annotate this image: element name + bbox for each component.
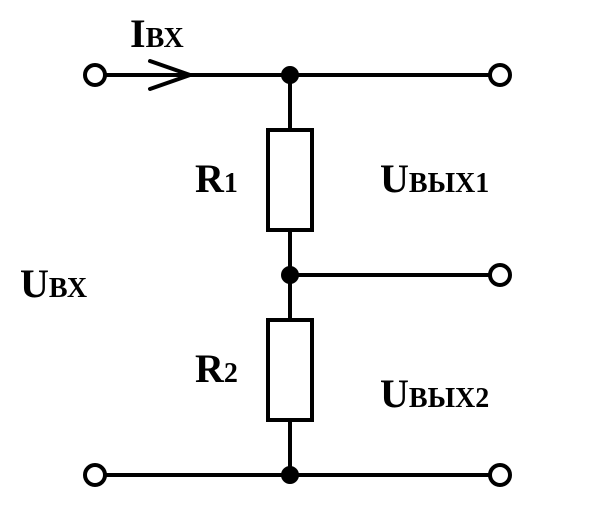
label-i-in: IВХ (130, 10, 184, 57)
label-r1: R1 (195, 155, 238, 202)
label-u-in: UВХ (20, 260, 87, 307)
label-u-out2: UВЫХ2 (380, 370, 489, 417)
label-u-out1: UВЫХ1 (380, 155, 489, 202)
label-r2: R2 (195, 345, 238, 392)
circuit-svg (0, 0, 600, 507)
circuit-diagram: IВХ UВХ R1 R2 UВЫХ1 UВЫХ2 (0, 0, 600, 507)
